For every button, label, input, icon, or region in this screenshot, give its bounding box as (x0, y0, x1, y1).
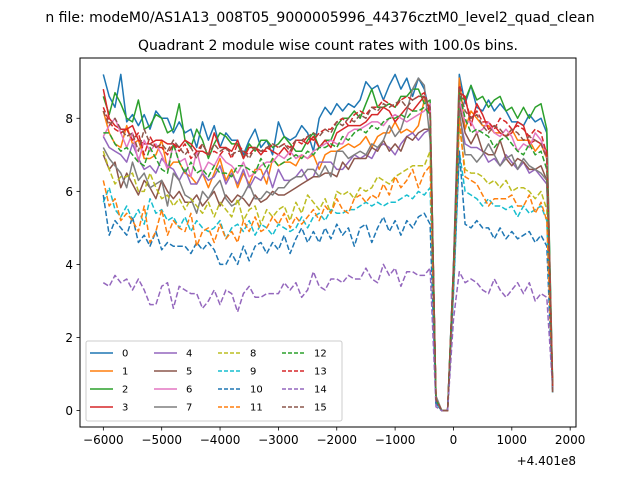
y-tick-label: 2 (65, 331, 73, 345)
legend-label-14: 14 (314, 385, 327, 396)
x-tick-label: −3000 (258, 433, 299, 447)
x-tick-label: −1000 (375, 433, 416, 447)
series-line-11 (102, 117, 554, 412)
y-tick-label: 0 (65, 404, 73, 418)
figure-suptitle: n file: modeM0/AS1A13_008T05_9000005996_… (45, 10, 594, 26)
series-line-13 (102, 84, 554, 412)
series-line-15 (102, 88, 554, 412)
y-tick-label: 6 (65, 185, 73, 199)
x-tick-label: 1000 (497, 433, 528, 447)
legend-label-4: 4 (186, 349, 192, 360)
x-tick-label: −4000 (200, 433, 241, 447)
legend-label-2: 2 (122, 385, 128, 396)
series-line-6 (102, 99, 554, 412)
legend-label-13: 13 (314, 367, 327, 378)
x-tick-label: −2000 (316, 433, 357, 447)
plot-area: −6000 −5000 −4000 −3000 −2000 −1000 0 1000 2000 … (65, 57, 585, 447)
x-axis: −6000 −5000 −4000 −3000 −2000 −1000 0 1000 2000 (83, 427, 585, 447)
y-tick-label: 4 (65, 258, 73, 272)
legend-label-10: 10 (250, 385, 263, 396)
axes-frame (79, 57, 577, 428)
legend-label-1: 1 (122, 367, 128, 378)
x-tick-label: 0 (450, 433, 458, 447)
series-line-1 (102, 77, 554, 412)
legend-label-7: 7 (186, 403, 192, 414)
legend-label-8: 8 (250, 349, 256, 360)
legend-label-11: 11 (250, 403, 263, 414)
x-tick-label: −6000 (83, 433, 124, 447)
chart-title: Quadrant 2 module wise count rates with … (138, 38, 518, 54)
series-line-9 (102, 150, 554, 412)
legend-label-5: 5 (186, 367, 192, 378)
x-tick-label: 2000 (555, 433, 586, 447)
series-line-2 (102, 84, 554, 412)
series-line-12 (103, 91, 554, 412)
legend-label-12: 12 (314, 349, 327, 360)
legend-label-15: 15 (314, 403, 327, 414)
y-axis: 0 2 4 6 8 (65, 112, 80, 418)
y-tick-label: 8 (65, 112, 73, 126)
x-offset-label: +4.401e8 (517, 454, 576, 468)
legend-label-0: 0 (122, 349, 128, 360)
x-tick-label: −5000 (141, 433, 182, 447)
series-line-5 (102, 102, 554, 412)
legend-box (85, 340, 343, 422)
series-line-10 (102, 150, 554, 412)
legend-label-6: 6 (186, 385, 192, 396)
legend-label-3: 3 (122, 403, 128, 414)
series-layer (102, 73, 554, 412)
series-line-7 (102, 77, 554, 412)
series-line-0 (102, 73, 554, 412)
series-line-8 (102, 124, 554, 412)
legend-label-9: 9 (250, 367, 256, 378)
series-line-14 (102, 263, 554, 412)
